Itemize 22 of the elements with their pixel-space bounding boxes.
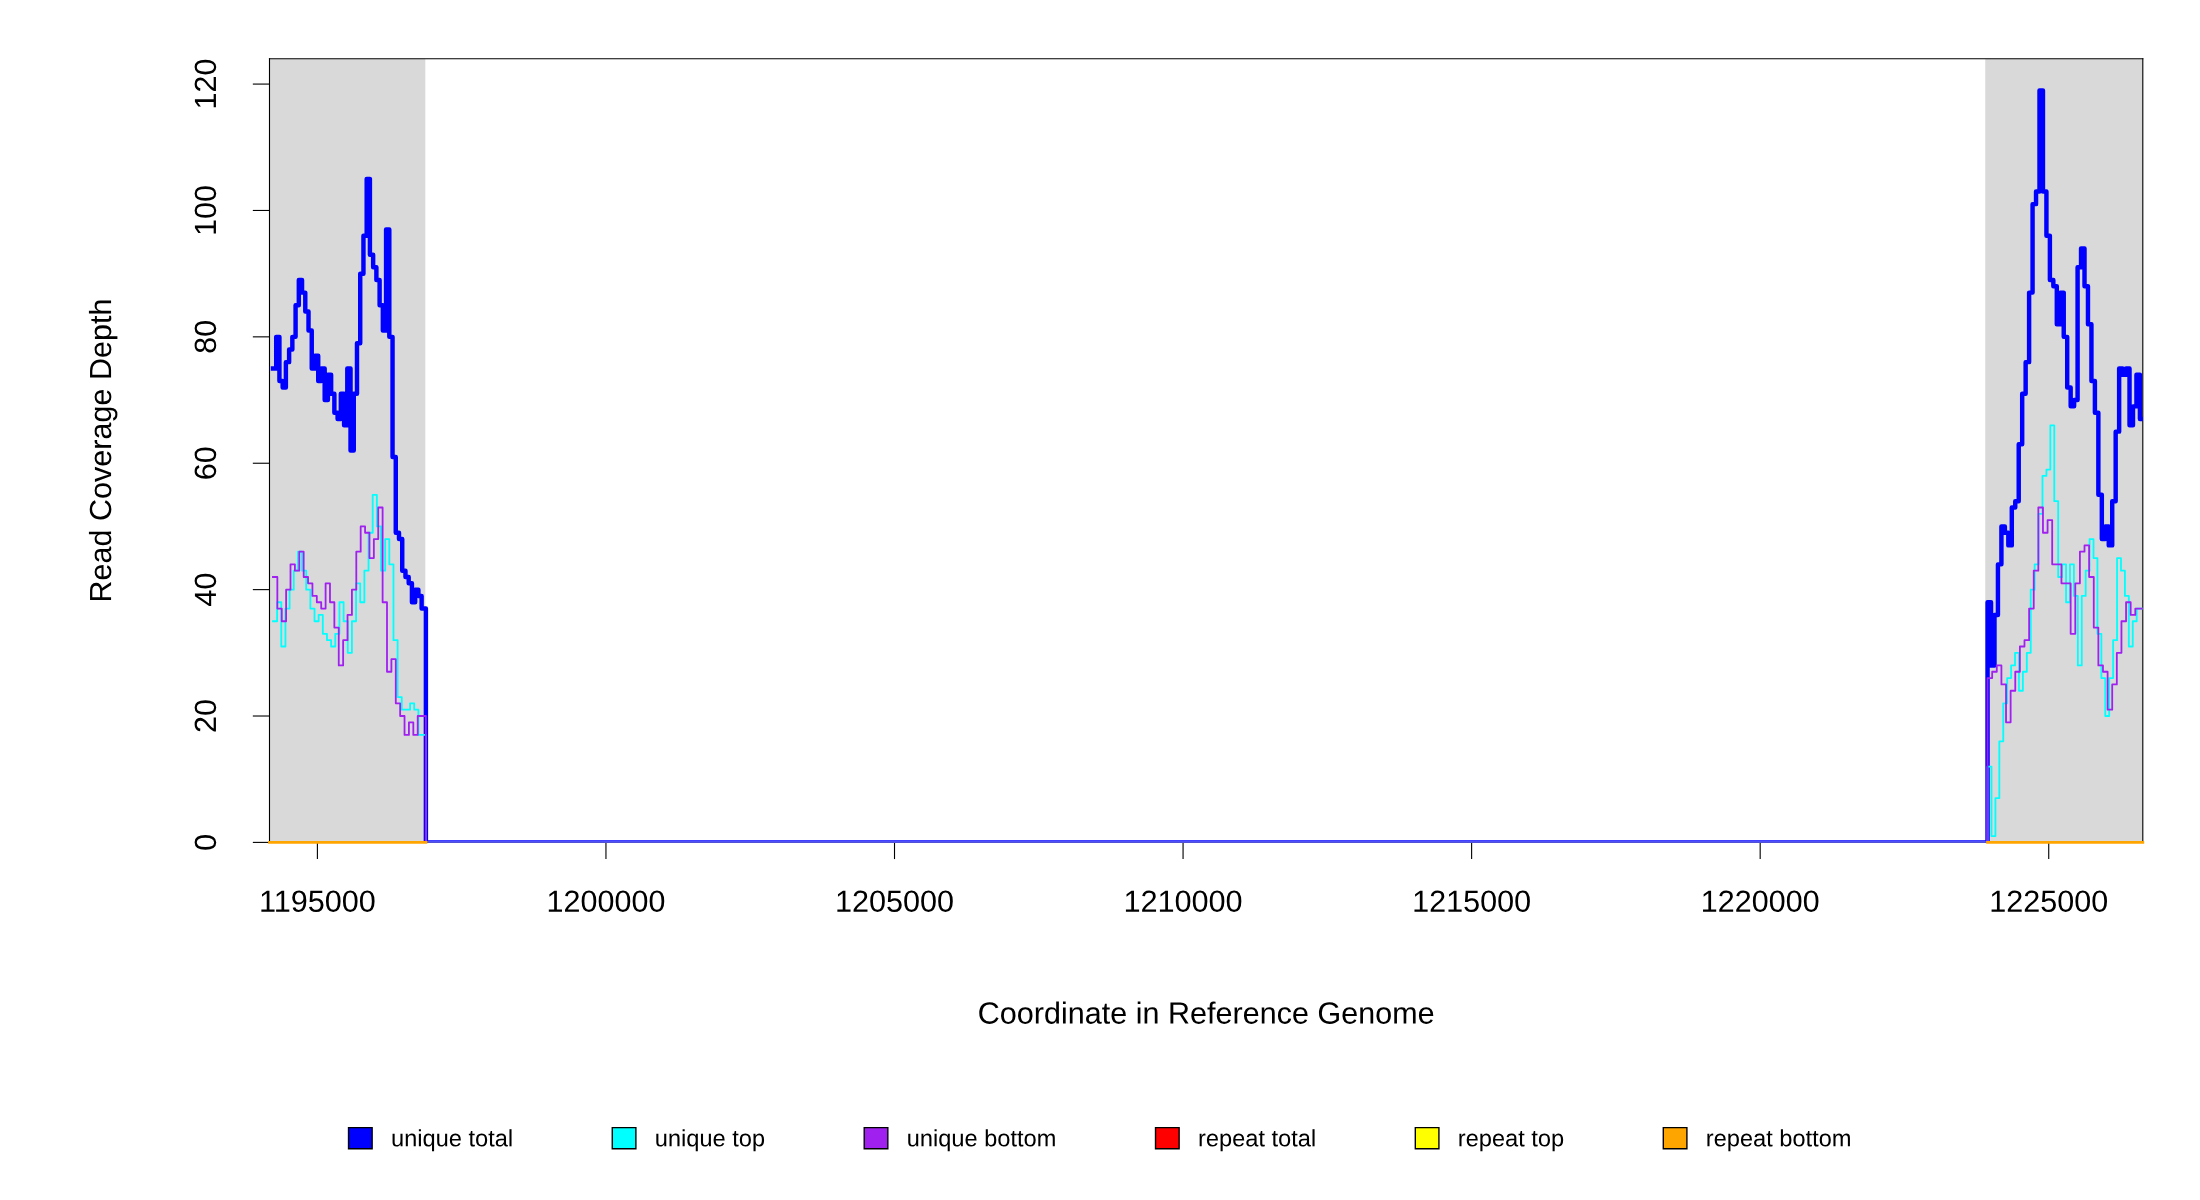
x-tick-label: 1220000 [1703, 890, 1819, 913]
x-tick-label: 1195000 [261, 890, 375, 913]
legend-label: unique bottom [908, 1129, 1055, 1152]
y-axis-title: Read Coverage Depth [88, 300, 118, 601]
y-tick-label: 40 [194, 573, 217, 606]
y-tick-label: 60 [194, 447, 217, 479]
legend-label: unique top [656, 1129, 765, 1152]
y-tick-label: 0 [194, 835, 217, 850]
x-axis-title: Coordinate in Reference Genome [979, 1001, 1434, 1024]
legend-label: repeat total [1199, 1129, 1315, 1152]
x-tick-label: 1215000 [1414, 890, 1530, 913]
x-tick-label: 1200000 [548, 890, 665, 913]
x-tick-label: 1225000 [1991, 890, 2108, 913]
y-tick-label: 80 [194, 321, 217, 353]
legend-label: repeat top [1459, 1131, 1564, 1152]
legend-label: repeat bottom [1707, 1129, 1850, 1152]
y-tick-label: 100 [194, 186, 217, 234]
y-tick-label: 120 [194, 59, 217, 108]
legend-label: unique total [392, 1129, 512, 1152]
x-tick-label: 1205000 [837, 890, 953, 913]
y-tick-label: 20 [194, 700, 217, 732]
x-tick-label: 1210000 [1125, 890, 1242, 913]
